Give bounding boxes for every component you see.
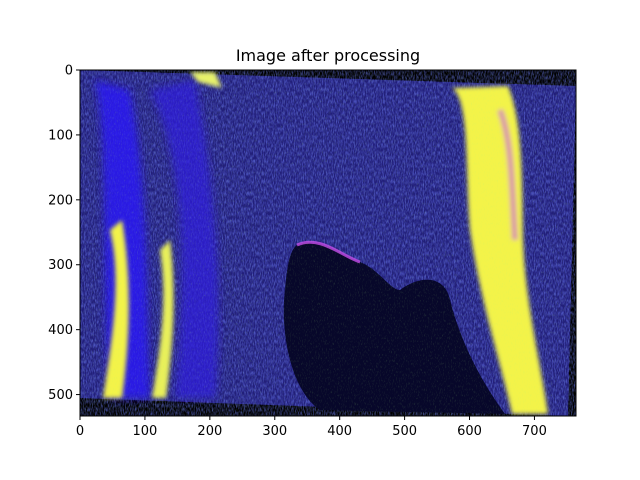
y-axis: 0 100 200 300 400 500 <box>48 64 80 403</box>
y-tick-label: 300 <box>48 258 73 273</box>
y-tick-label: 200 <box>48 193 73 208</box>
x-tick-label: 0 <box>76 424 84 439</box>
x-tick-label: 600 <box>457 424 482 439</box>
x-tick-label: 100 <box>133 424 158 439</box>
x-tick-label: 300 <box>262 424 287 439</box>
x-tick-label: 400 <box>327 424 352 439</box>
y-tick-label: 100 <box>48 128 73 143</box>
chart-title: Image after processing <box>236 46 420 65</box>
x-axis: 0 100 200 300 400 500 600 700 <box>76 416 547 439</box>
x-tick-label: 700 <box>522 424 547 439</box>
green-speckle <box>80 70 576 416</box>
y-tick-label: 500 <box>48 388 73 403</box>
image-area <box>80 70 576 416</box>
x-tick-label: 200 <box>197 424 222 439</box>
x-tick-label: 500 <box>392 424 417 439</box>
axes-frame <box>79 69 577 417</box>
y-tick-label: 400 <box>48 323 73 338</box>
y-tick-label: 0 <box>65 64 73 79</box>
